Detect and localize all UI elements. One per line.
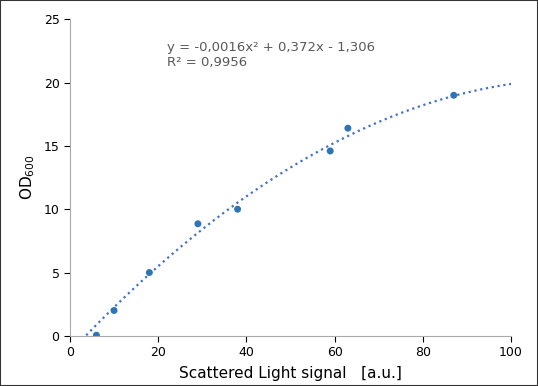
Point: [449, 92, 458, 98]
X-axis label: Scattered Light signal   [a.u.]: Scattered Light signal [a.u.]: [179, 366, 402, 381]
Y-axis label: OD$_{600}$: OD$_{600}$: [18, 155, 37, 200]
Point: [145, 269, 154, 276]
Point: [233, 206, 242, 212]
Point: [326, 148, 335, 154]
Point: [344, 125, 352, 131]
Point: [110, 307, 118, 313]
Point: [194, 221, 202, 227]
Text: y = -0,0016x² + 0,372x - 1,306
R² = 0,9956: y = -0,0016x² + 0,372x - 1,306 R² = 0,99…: [167, 41, 375, 69]
Point: [92, 332, 101, 338]
